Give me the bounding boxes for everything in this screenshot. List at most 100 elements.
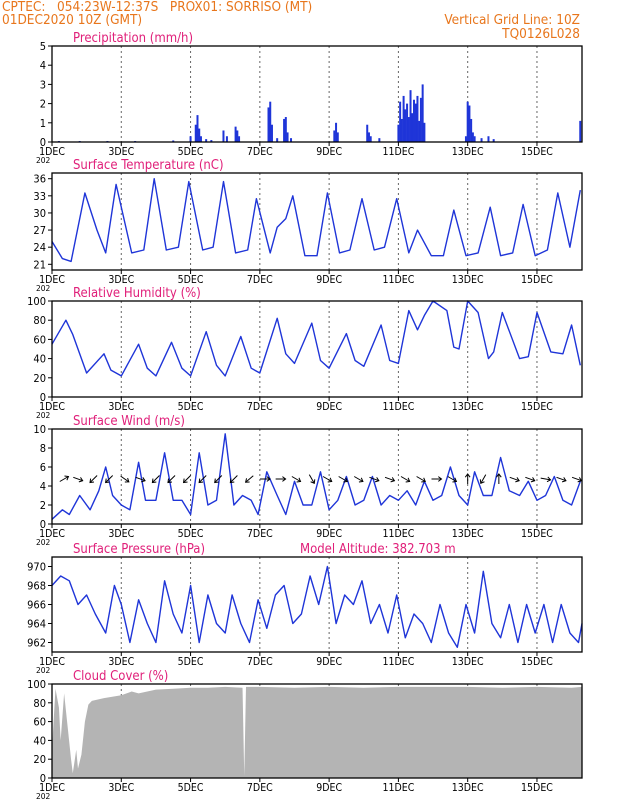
x-tick-label: 15DEC [521, 274, 553, 286]
y-tick-label: 0 [40, 391, 46, 404]
precip-bar [419, 97, 422, 142]
wind-arrow [73, 476, 84, 483]
x-tick-label: 3DEC [108, 782, 134, 794]
precip-bar [492, 139, 495, 142]
y-tick-label: 100 [27, 678, 46, 691]
wind-arrow [308, 474, 316, 485]
wind-arrow [496, 473, 502, 484]
precip-bar [276, 138, 279, 142]
wind-arrow [182, 475, 191, 484]
x-tick-label: 5DEC [178, 782, 204, 794]
y-tick-label: 100 [27, 295, 46, 308]
panel-title: Cloud Cover (%) [73, 669, 168, 684]
x-tick-label: 1DEC [39, 146, 65, 158]
panel-subtitle: Model Altitude: 382.703 m [300, 542, 456, 557]
precip-bar [225, 136, 228, 142]
x-tick-label: 15DEC [521, 146, 553, 158]
y-tick-label: 0 [40, 772, 46, 785]
x-tick-label: 9DEC [316, 528, 342, 540]
x-tick-label: 3DEC [108, 528, 134, 540]
wind-arrow [291, 476, 302, 483]
cloud-area [52, 686, 582, 778]
wind-arrow [229, 475, 238, 484]
x-year-label: 202 [36, 411, 51, 420]
x-tick-label: 5DEC [178, 401, 204, 413]
precip-bar [400, 118, 403, 142]
x-tick-label: 13DEC [452, 146, 484, 158]
wind-arrow [353, 476, 364, 483]
wind-arrow [464, 473, 471, 484]
panel-title: Surface Pressure (hPa) [73, 542, 205, 557]
y-tick-label: 2 [40, 98, 46, 111]
wind-arrow [447, 476, 458, 483]
x-tick-label: 5DEC [178, 656, 204, 668]
panel-4: 962 964 966 968 970 1DEC 3DEC 5DEC 7DEC 9DEC 11DEC… [27, 542, 583, 675]
x-tick-label: 1DEC [39, 528, 65, 540]
x-tick-label: 5DEC [178, 146, 204, 158]
x-tick-label: 7DEC [247, 656, 273, 668]
wind-arrow [244, 475, 254, 483]
x-tick-label: 15DEC [521, 528, 553, 540]
wind-arrow [135, 476, 146, 483]
x-tick-label: 11DEC [382, 146, 414, 158]
precip-bar [234, 126, 237, 142]
y-tick-label: 24 [33, 241, 46, 254]
precip-bar [399, 101, 402, 142]
precip-bar [290, 138, 293, 142]
precip-bar [473, 136, 476, 142]
precip-bar [397, 124, 400, 142]
wind-arrow [556, 476, 567, 483]
y-tick-label: 10 [33, 423, 46, 436]
wind-arrow [105, 475, 114, 484]
x-tick-label: 11DEC [382, 274, 414, 286]
x-tick-label: 7DEC [247, 528, 273, 540]
precip-bar [267, 107, 270, 142]
y-tick-label: 40 [33, 353, 46, 366]
panel-title: Surface Temperature (nC) [73, 158, 224, 173]
x-tick-label: 15DEC [521, 401, 553, 413]
panel-frame [51, 45, 583, 143]
wind-arrow [571, 476, 583, 483]
precip-bar [412, 99, 415, 142]
x-tick-label: 9DEC [316, 656, 342, 668]
panel-2: 0 20 40 60 80 100 1DEC 3DEC 5DEC 7DEC 9DEC 11DEC 13D… [27, 286, 583, 420]
x-tick-label: 3DEC [108, 401, 134, 413]
precip-bar [470, 118, 473, 142]
wind-arrow [198, 475, 207, 484]
x-tick-label: 9DEC [316, 146, 342, 158]
x-tick-label: 13DEC [452, 656, 484, 668]
wind-arrow [540, 476, 552, 483]
series-line [51, 433, 581, 520]
panel-frame [51, 683, 583, 779]
x-tick-label: 15DEC [521, 782, 553, 794]
x-tick-label: 1DEC [39, 656, 65, 668]
y-tick-label: 60 [33, 716, 46, 729]
precip-bar [189, 136, 192, 142]
y-tick-label: 20 [33, 372, 46, 385]
precip-bar [283, 118, 286, 142]
precip-bar [418, 120, 421, 142]
run-datetime: 01DEC2020 10Z (GMT) [2, 12, 143, 28]
y-tick-label: 2 [40, 499, 46, 512]
x-tick-label: 1DEC [39, 782, 65, 794]
x-tick-label: 3DEC [108, 146, 134, 158]
wind-arrow [369, 476, 380, 483]
wind-arrow [525, 476, 536, 483]
x-tick-label: 11DEC [382, 782, 414, 794]
precip-bar [404, 109, 407, 142]
precip-bar [464, 136, 467, 142]
y-tick-label: 8 [40, 442, 46, 455]
x-year-label: 202 [36, 666, 51, 675]
x-tick-label: 11DEC [382, 656, 414, 668]
precip-bar [471, 132, 474, 142]
y-tick-label: 80 [33, 697, 46, 710]
wind-arrow [167, 475, 176, 484]
precip-bar [238, 136, 241, 142]
y-tick-label: 27 [33, 224, 46, 237]
precip-bar [416, 95, 419, 142]
precip-bar [579, 120, 582, 142]
wind-arrow [338, 476, 349, 483]
panel-frame [51, 172, 583, 271]
precip-bar [286, 132, 289, 142]
precip-bar [402, 95, 405, 142]
